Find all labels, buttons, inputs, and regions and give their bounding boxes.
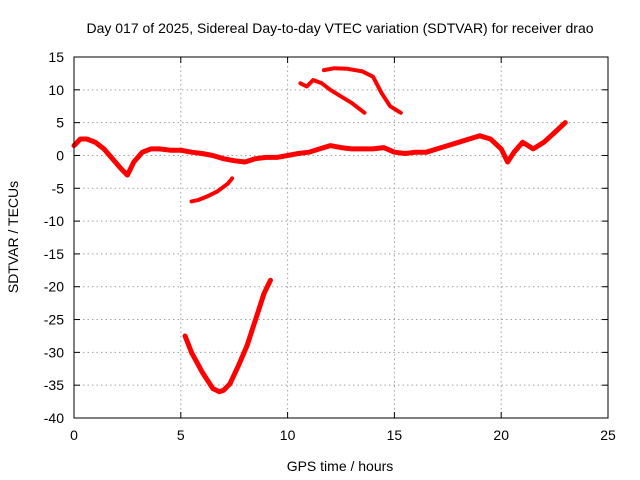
x-axis-title: GPS time / hours bbox=[287, 458, 394, 474]
x-tick-label: 15 bbox=[387, 427, 403, 443]
series-seg-upper-b bbox=[321, 66, 403, 115]
y-tick-label: -10 bbox=[44, 213, 64, 229]
y-axis-title: SDTVAR / TECUs bbox=[5, 181, 21, 293]
x-tick-label: 10 bbox=[280, 427, 296, 443]
axis-ticks bbox=[73, 56, 609, 419]
x-tick-label: 0 bbox=[70, 427, 78, 443]
y-tick-label: 15 bbox=[48, 49, 64, 65]
series-main bbox=[71, 120, 568, 178]
x-tick-label: 5 bbox=[177, 427, 185, 443]
x-tick-label: 25 bbox=[600, 427, 616, 443]
y-tick-label: 0 bbox=[56, 147, 64, 163]
chart-title: Day 017 of 2025, Sidereal Day-to-day VTE… bbox=[86, 20, 593, 36]
y-tick-labels: -40 -35 -30 -25 -20 -15 -10 -5 0 5 10 15 bbox=[44, 49, 64, 426]
plot-frame bbox=[73, 56, 609, 419]
x-tick-label: 20 bbox=[493, 427, 509, 443]
y-tick-label: -40 bbox=[44, 410, 64, 426]
y-tick-label: -5 bbox=[52, 180, 65, 196]
x-tick-labels: 0 5 10 15 20 25 bbox=[70, 427, 616, 443]
data-series bbox=[71, 66, 568, 395]
y-tick-label: -20 bbox=[44, 279, 64, 295]
series-seg-upper-a bbox=[298, 78, 367, 115]
series-seg-deep bbox=[182, 277, 273, 395]
y-tick-label: 5 bbox=[56, 115, 64, 131]
y-tick-label: -15 bbox=[44, 246, 64, 262]
y-tick-label: -30 bbox=[44, 344, 64, 360]
y-tick-label: -25 bbox=[44, 312, 64, 328]
y-tick-label: 10 bbox=[48, 82, 64, 98]
series-seg-mid bbox=[189, 176, 235, 204]
y-tick-label: -35 bbox=[44, 377, 64, 393]
grid-lines bbox=[74, 57, 608, 418]
